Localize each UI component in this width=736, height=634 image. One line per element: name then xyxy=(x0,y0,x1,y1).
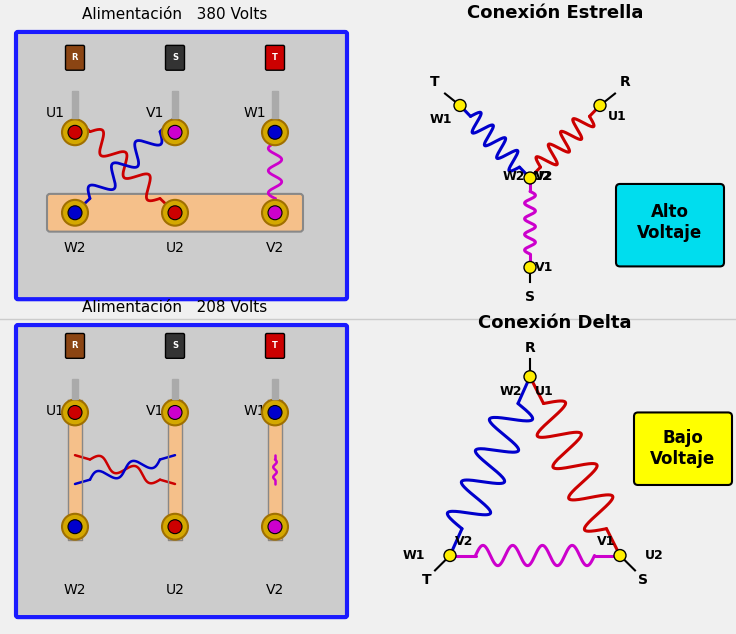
Text: V1: V1 xyxy=(597,534,615,548)
Circle shape xyxy=(524,261,536,273)
Circle shape xyxy=(168,206,182,220)
FancyBboxPatch shape xyxy=(47,194,303,231)
Text: W1: W1 xyxy=(244,107,266,120)
Text: U2: U2 xyxy=(166,240,185,254)
Text: R: R xyxy=(71,341,78,351)
Circle shape xyxy=(454,100,466,112)
Text: S: S xyxy=(638,573,648,587)
Text: V2: V2 xyxy=(455,534,473,548)
Circle shape xyxy=(262,119,288,145)
Circle shape xyxy=(168,126,182,139)
Text: W2: W2 xyxy=(503,170,525,183)
Circle shape xyxy=(162,399,188,425)
Text: V1: V1 xyxy=(535,261,553,274)
Circle shape xyxy=(444,550,456,562)
Text: U1: U1 xyxy=(535,385,553,398)
FancyBboxPatch shape xyxy=(66,46,85,70)
Circle shape xyxy=(68,520,82,534)
Circle shape xyxy=(268,406,282,420)
Polygon shape xyxy=(68,399,82,540)
Text: T: T xyxy=(422,573,432,587)
Text: V2: V2 xyxy=(266,583,284,597)
Circle shape xyxy=(524,371,536,383)
Circle shape xyxy=(162,514,188,540)
Text: W2: W2 xyxy=(64,583,86,597)
Circle shape xyxy=(62,200,88,226)
Text: R: R xyxy=(71,53,78,62)
Circle shape xyxy=(62,514,88,540)
FancyBboxPatch shape xyxy=(634,413,732,485)
Circle shape xyxy=(614,550,626,562)
FancyBboxPatch shape xyxy=(66,333,85,358)
Circle shape xyxy=(62,399,88,425)
Text: S: S xyxy=(172,53,178,62)
FancyBboxPatch shape xyxy=(266,333,285,358)
Polygon shape xyxy=(72,378,78,399)
Circle shape xyxy=(262,399,288,425)
Text: Alto
Voltaje: Alto Voltaje xyxy=(637,204,703,242)
Circle shape xyxy=(68,126,82,139)
Text: S: S xyxy=(172,341,178,351)
Circle shape xyxy=(168,406,182,420)
Polygon shape xyxy=(272,91,278,119)
Circle shape xyxy=(68,206,82,220)
Circle shape xyxy=(162,200,188,226)
Text: U1: U1 xyxy=(46,404,65,418)
Text: W1: W1 xyxy=(244,404,266,418)
Text: W1: W1 xyxy=(403,549,425,562)
FancyBboxPatch shape xyxy=(616,184,724,266)
Text: U2: U2 xyxy=(166,583,185,597)
Polygon shape xyxy=(72,91,78,119)
Text: U2: U2 xyxy=(533,170,552,183)
Text: T: T xyxy=(431,75,440,89)
Polygon shape xyxy=(172,91,178,119)
Circle shape xyxy=(524,172,536,184)
Polygon shape xyxy=(172,378,178,399)
Polygon shape xyxy=(268,399,282,540)
Text: U1: U1 xyxy=(608,110,627,124)
Text: Bajo
Voltaje: Bajo Voltaje xyxy=(651,429,715,468)
Circle shape xyxy=(268,126,282,139)
Circle shape xyxy=(268,206,282,220)
Circle shape xyxy=(268,520,282,534)
Text: W2: W2 xyxy=(500,385,522,398)
Text: T: T xyxy=(272,341,278,351)
Text: Conexión Estrella: Conexión Estrella xyxy=(467,4,643,22)
Polygon shape xyxy=(272,378,278,399)
Circle shape xyxy=(168,520,182,534)
Circle shape xyxy=(68,406,82,420)
Circle shape xyxy=(262,200,288,226)
Text: S: S xyxy=(525,290,535,304)
Text: U1: U1 xyxy=(46,107,65,120)
FancyBboxPatch shape xyxy=(166,46,185,70)
Text: R: R xyxy=(525,341,535,355)
Circle shape xyxy=(594,100,606,112)
FancyBboxPatch shape xyxy=(266,46,285,70)
Text: U2: U2 xyxy=(645,549,664,562)
Text: V2: V2 xyxy=(535,170,553,183)
Text: W1: W1 xyxy=(430,113,452,126)
Circle shape xyxy=(262,514,288,540)
FancyBboxPatch shape xyxy=(166,333,185,358)
FancyBboxPatch shape xyxy=(16,32,347,299)
Text: V2: V2 xyxy=(266,240,284,254)
Text: R: R xyxy=(620,75,631,89)
FancyBboxPatch shape xyxy=(16,325,347,617)
Text: Alimentación   380 Volts: Alimentación 380 Volts xyxy=(82,7,268,22)
Text: V1: V1 xyxy=(146,107,164,120)
Polygon shape xyxy=(168,399,182,540)
Text: Conexión Delta: Conexión Delta xyxy=(478,314,631,332)
Text: W2: W2 xyxy=(64,240,86,254)
Text: V1: V1 xyxy=(146,404,164,418)
Text: Alimentación   208 Volts: Alimentación 208 Volts xyxy=(82,300,268,315)
Circle shape xyxy=(162,119,188,145)
Circle shape xyxy=(62,119,88,145)
Text: T: T xyxy=(272,53,278,62)
